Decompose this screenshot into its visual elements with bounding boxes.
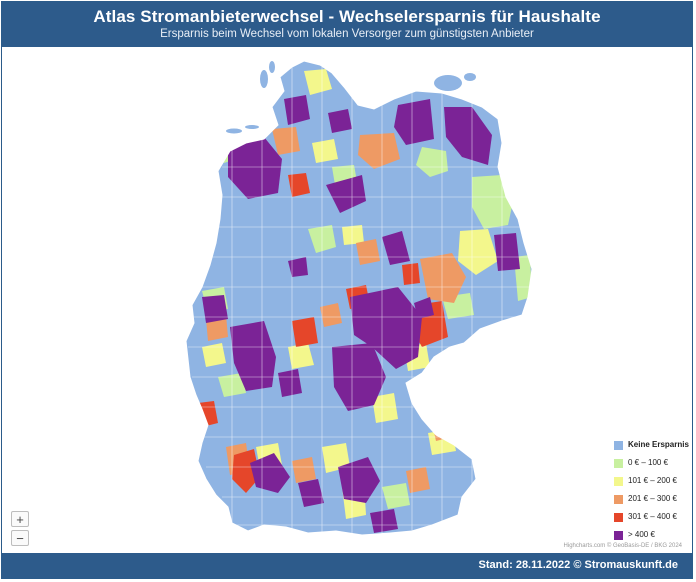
region-purple-16[interactable] [370, 509, 398, 533]
legend-label: 0 € – 100 € [628, 458, 669, 467]
zoom-in-button[interactable]: + [11, 511, 29, 527]
region-purple-1[interactable] [228, 137, 282, 199]
page-subtitle: Ersparnis beim Wechsel vom lokalen Verso… [160, 28, 534, 40]
region-green-9[interactable] [382, 483, 410, 509]
region-purple-2[interactable] [394, 99, 434, 145]
legend-swatch [614, 495, 623, 504]
region-orange-10[interactable] [320, 303, 342, 327]
region-purple-10[interactable] [230, 321, 276, 391]
region-yellow-11[interactable] [342, 225, 364, 245]
germany-outline [185, 60, 533, 536]
region-purple-5[interactable] [328, 109, 352, 133]
map-regions[interactable] [186, 61, 532, 535]
region-orange-7[interactable] [356, 239, 380, 265]
region-purple-12[interactable] [202, 295, 228, 323]
legend-swatch [614, 477, 623, 486]
region-orange-2[interactable] [272, 127, 300, 155]
map-credits[interactable]: Highcharts.com © GeoBasis-DE / BKG 2024 [563, 543, 682, 549]
legend-label: 301 € – 400 € [628, 512, 677, 521]
legend-label: > 400 € [628, 530, 655, 539]
map-area[interactable]: + − Keine Ersparnis 0 € – 100 € 101 € – … [2, 47, 692, 555]
legend-label: Keine Ersparnis [628, 440, 689, 449]
region-purple-3[interactable] [444, 107, 492, 165]
page-title: Atlas Stromanbieterwechsel - Wechselersp… [93, 7, 601, 26]
region-orange-5[interactable] [292, 457, 316, 483]
legend-swatch [614, 459, 623, 468]
islands [226, 61, 476, 134]
region-purple-6[interactable] [326, 175, 366, 213]
region-purple-15[interactable] [338, 457, 380, 503]
region-purple-14[interactable] [298, 479, 324, 507]
region-green-2[interactable] [416, 147, 448, 177]
region-red-4[interactable] [292, 317, 318, 347]
region-purple-17[interactable] [278, 369, 302, 397]
region-yellow-1[interactable] [304, 69, 332, 95]
header-bar: Atlas Stromanbieterwechsel - Wechselersp… [2, 2, 692, 47]
footer-bar: Stand: 28.11.2022 © Stromauskunft.de [2, 553, 692, 578]
region-purple-9[interactable] [350, 287, 422, 369]
region-yellow-3[interactable] [288, 343, 314, 369]
region-orange-3[interactable] [420, 253, 466, 303]
region-purple-8[interactable] [382, 231, 410, 265]
region-purple-18[interactable] [414, 297, 434, 319]
region-yellow-2[interactable] [458, 229, 498, 275]
legend-label: 101 € – 200 € [628, 476, 677, 485]
legend-swatch [614, 513, 623, 522]
zoom-out-button[interactable]: − [11, 530, 29, 546]
region-red-6[interactable] [288, 173, 310, 197]
district-borders [188, 67, 530, 535]
legend-swatch [614, 441, 623, 450]
region-yellow-9[interactable] [202, 343, 226, 367]
region-red-2[interactable] [232, 449, 260, 493]
region-red-7[interactable] [402, 263, 420, 285]
legend-swatch [614, 531, 623, 540]
region-purple-7[interactable] [494, 233, 520, 271]
region-orange-6[interactable] [406, 467, 430, 493]
footer-stand-text: Stand: 28.11.2022 © Stromauskunft.de [478, 559, 678, 571]
region-orange-1[interactable] [358, 133, 400, 169]
region-purple-4[interactable] [284, 95, 310, 125]
germany-map[interactable] [2, 47, 692, 555]
region-yellow-12[interactable] [312, 139, 338, 163]
region-yellow-7[interactable] [372, 393, 398, 423]
region-purple-13[interactable] [250, 453, 290, 493]
legend-label: 201 € – 300 € [628, 494, 677, 503]
region-purple-19[interactable] [288, 257, 308, 277]
